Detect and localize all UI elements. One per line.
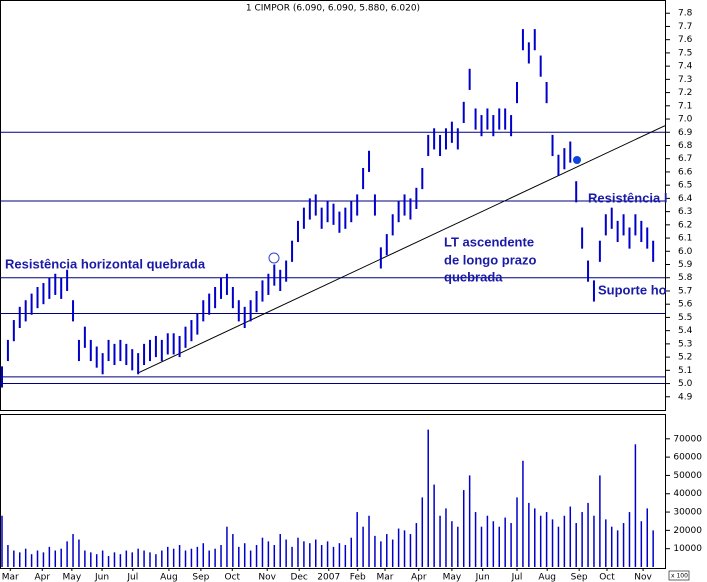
x-tick-label: Apr xyxy=(411,573,427,582)
y-tick-label: 7.5 xyxy=(678,48,692,58)
y-tick-label: 6.8 xyxy=(678,141,693,151)
annotation: LT ascendente xyxy=(444,234,534,249)
x-tick-label: Oct xyxy=(599,573,615,582)
y-tick-label: 7.1 xyxy=(678,101,692,111)
y2-tick-label: 50000 xyxy=(673,471,702,481)
volume-unit: x 100 xyxy=(671,573,688,580)
x-tick-label: Aug xyxy=(160,573,178,582)
annotation: Suporte ho xyxy=(598,282,667,297)
x-tick-label: Oct xyxy=(224,573,240,582)
smiley-icon xyxy=(268,252,280,264)
y-tick-label: 5.5 xyxy=(678,313,692,323)
y2-tick-label: 40000 xyxy=(673,489,702,499)
x-tick-label: Nov xyxy=(258,573,276,582)
y-tick-label: 6.1 xyxy=(678,234,692,244)
y-tick-label: 5.2 xyxy=(678,353,692,363)
y-tick-label: 5.0 xyxy=(678,379,693,389)
trend-line xyxy=(137,125,666,374)
x-tick-label: Mar xyxy=(377,573,394,582)
y-tick-label: 7.6 xyxy=(678,35,693,45)
x-tick-label: May xyxy=(63,573,82,582)
y-tick-label: 6.2 xyxy=(678,220,692,230)
y-tick-label: 6.4 xyxy=(678,194,693,204)
x-tick-label: Mar xyxy=(2,573,19,582)
marker-icon xyxy=(573,156,581,164)
y-tick-label: 6.0 xyxy=(678,247,693,257)
y-tick-label: 6.6 xyxy=(678,167,693,177)
x-tick-label: Jun xyxy=(475,573,490,582)
x-tick-label: 2007 xyxy=(317,573,340,582)
y-tick-label: 6.5 xyxy=(678,181,692,191)
annotation: quebrada xyxy=(444,269,503,284)
volume-frame xyxy=(0,414,666,569)
y-tick-label: 5.6 xyxy=(678,300,693,310)
annotation: de longo prazo xyxy=(444,252,537,267)
y-tick-label: 7.8 xyxy=(678,9,693,19)
x-tick-label: Sep xyxy=(571,573,588,582)
x-tick-label: Sep xyxy=(192,573,209,582)
x-tick-label: Jun xyxy=(94,573,109,582)
y-tick-label: 7.7 xyxy=(678,22,692,32)
y2-tick-label: 30000 xyxy=(673,508,702,518)
chart-title: 1 CIMPOR (6.090, 6.090, 5.880, 6.020) xyxy=(246,4,420,14)
annotation: Resistência horizontal quebrada xyxy=(5,256,206,271)
y2-tick-label: 10000 xyxy=(673,544,702,554)
y-tick-label: 4.9 xyxy=(678,392,693,402)
y-tick-label: 5.1 xyxy=(678,366,692,376)
y-tick-label: 6.7 xyxy=(678,154,692,164)
y2-tick-label: 20000 xyxy=(673,526,702,536)
y-tick-label: 7.3 xyxy=(678,75,692,85)
y-tick-label: 5.3 xyxy=(678,339,692,349)
x-tick-label: Jul xyxy=(511,573,523,582)
x-tick-label: May xyxy=(443,573,462,582)
x-tick-label: Dec xyxy=(290,573,307,582)
unit-box xyxy=(668,570,690,581)
x-tick-label: Aug xyxy=(538,573,556,582)
y-tick-label: 6.9 xyxy=(678,128,693,138)
y-tick-label: 6.3 xyxy=(678,207,692,217)
y2-tick-label: 70000 xyxy=(673,434,702,444)
x-tick-label: Nov xyxy=(634,573,652,582)
y-tick-label: 7.4 xyxy=(678,62,693,72)
y2-tick-label: 60000 xyxy=(673,453,702,463)
y-tick-label: 5.7 xyxy=(678,286,692,296)
x-tick-label: Apr xyxy=(34,573,50,582)
y-tick-label: 5.4 xyxy=(678,326,693,336)
price-frame xyxy=(0,0,666,411)
x-tick-label: Jul xyxy=(126,573,138,582)
y-tick-label: 5.8 xyxy=(678,273,693,283)
y-tick-label: 7.2 xyxy=(678,88,692,98)
x-tick-label: Feb xyxy=(350,573,366,582)
y-tick-label: 5.9 xyxy=(678,260,693,270)
y-tick-label: 7.0 xyxy=(678,115,693,125)
annotation: Resistência l xyxy=(588,190,668,205)
